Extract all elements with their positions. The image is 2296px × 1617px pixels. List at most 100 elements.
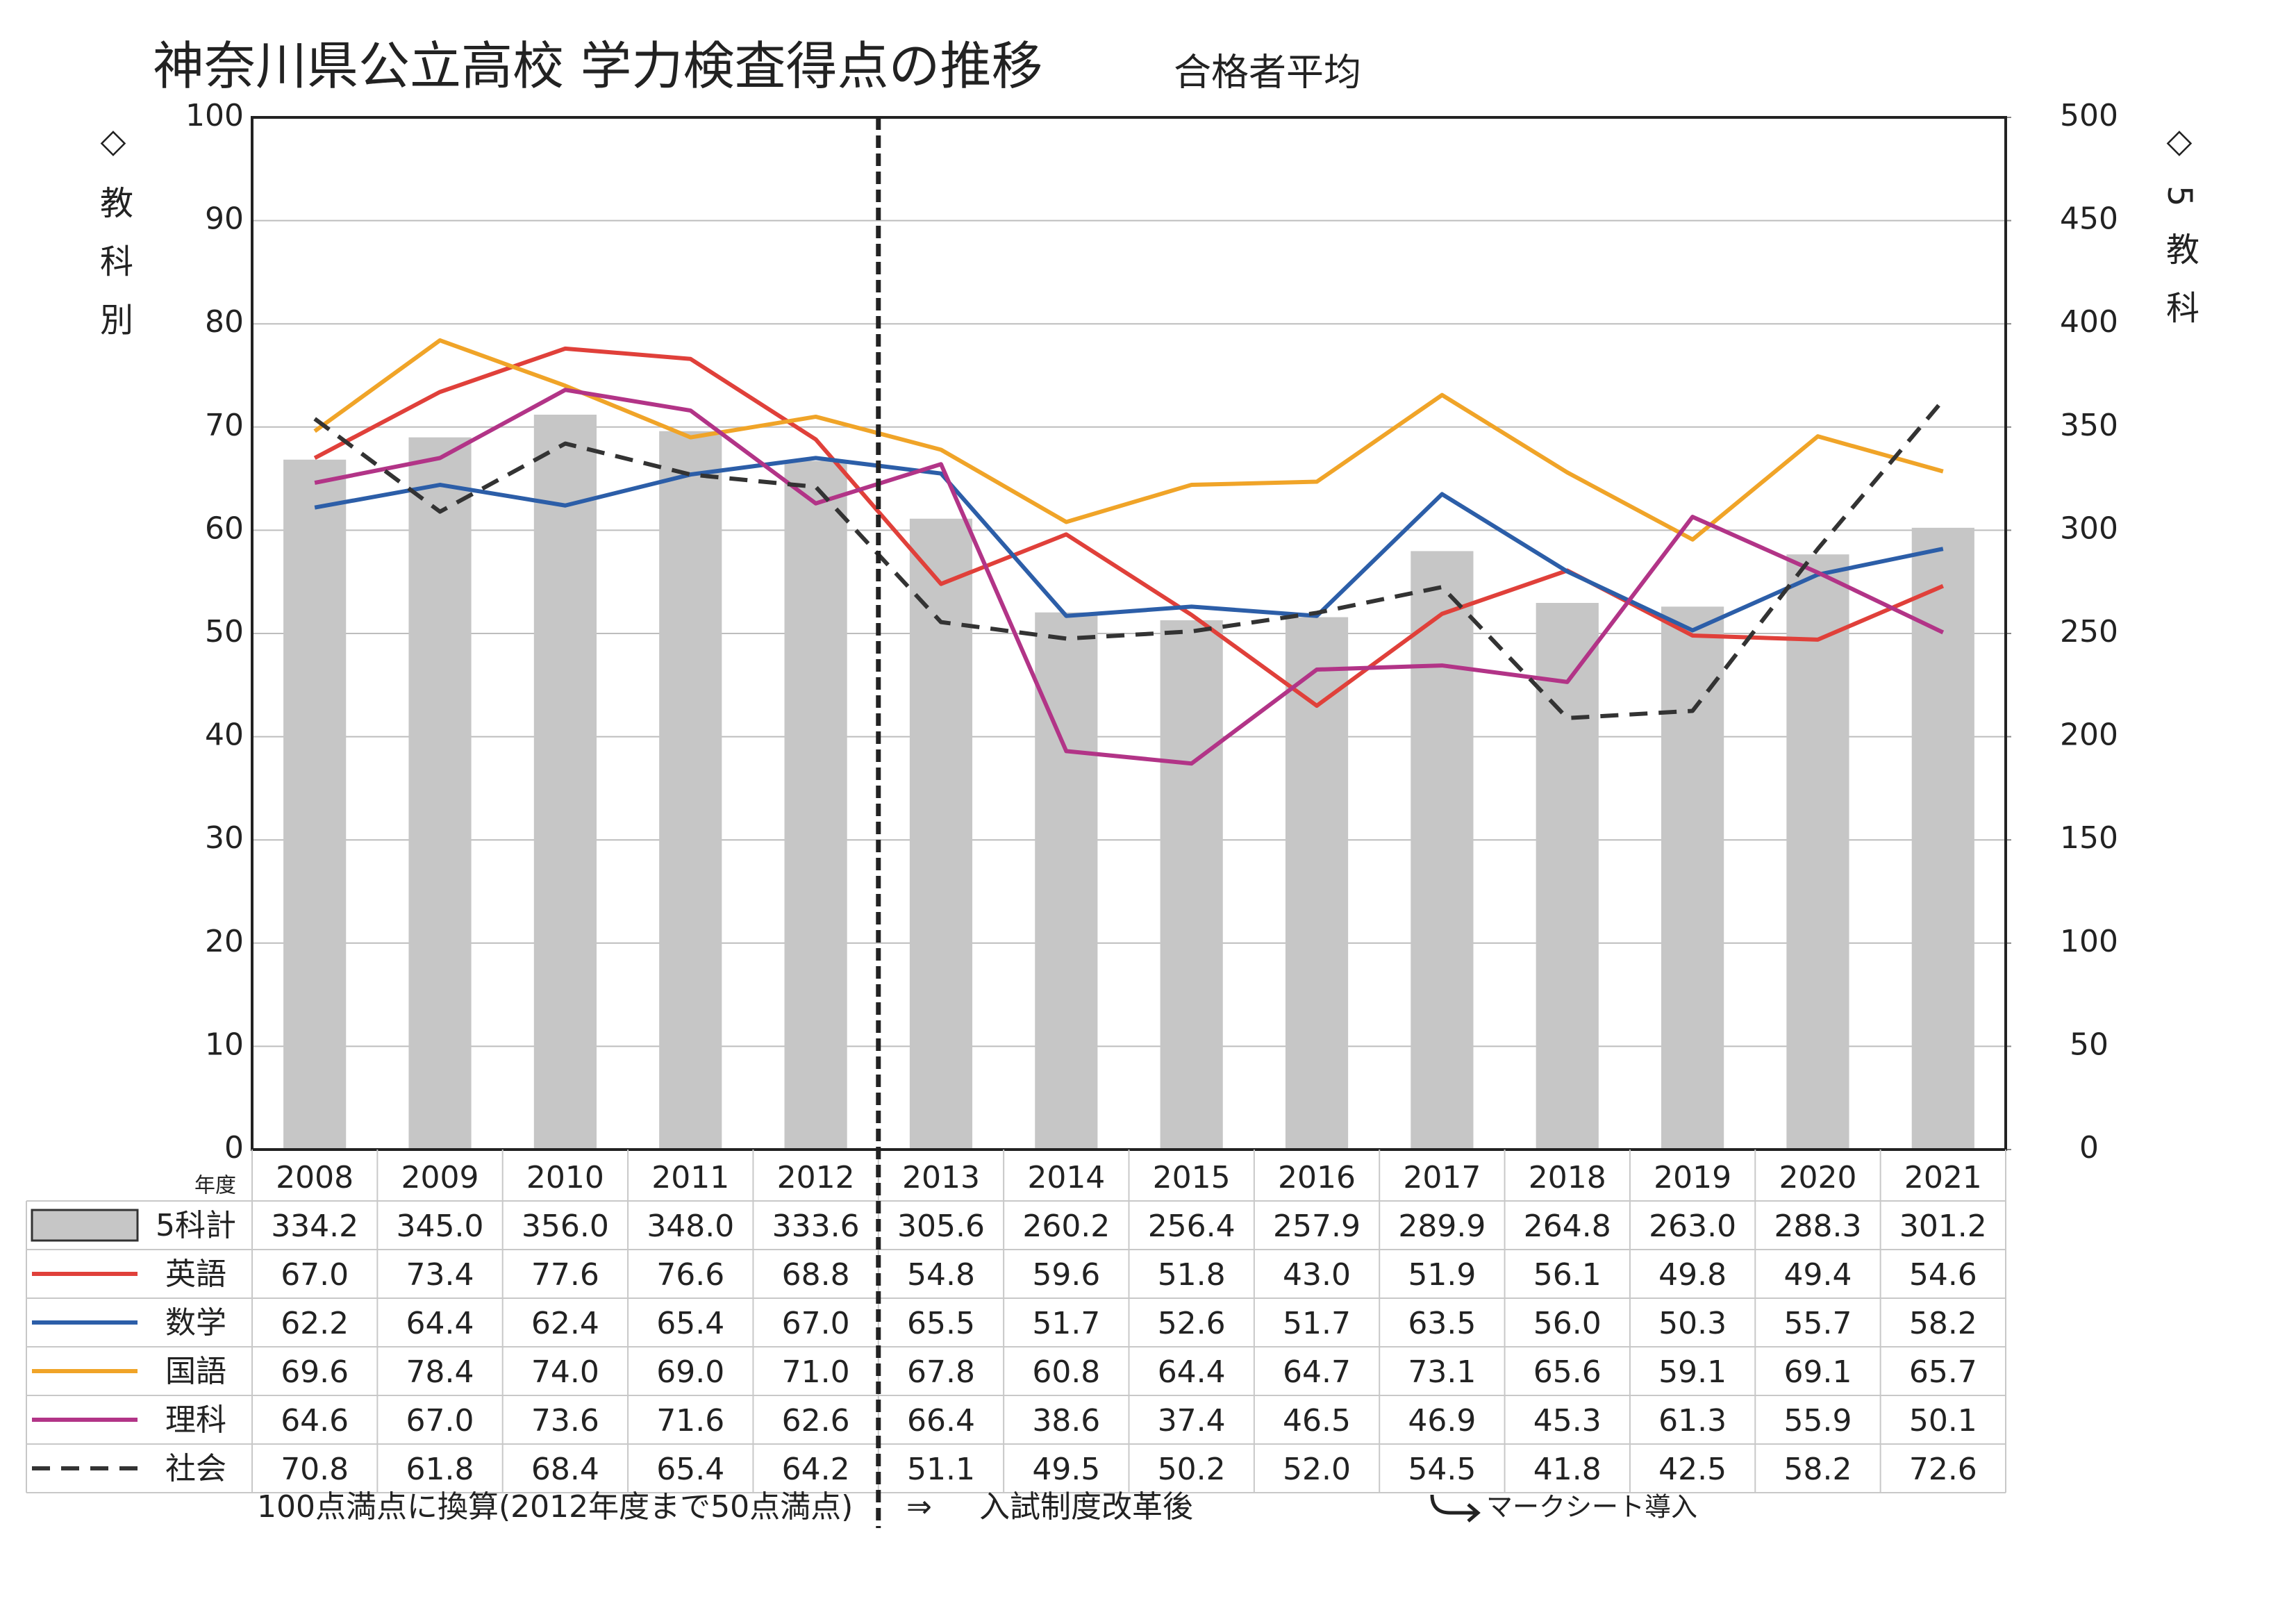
table-value: 345.0	[397, 1209, 484, 1244]
table-value: 73.4	[406, 1257, 474, 1293]
x-tick-label: 2019	[1654, 1160, 1731, 1195]
table-value: 43.0	[1283, 1257, 1351, 1293]
table-value: 63.5	[1408, 1306, 1476, 1341]
bar	[1661, 606, 1724, 1150]
table-value: 51.7	[1283, 1306, 1351, 1341]
bar	[1536, 603, 1599, 1150]
table-value: 54.6	[1909, 1257, 1977, 1293]
x-tick-label: 2014	[1027, 1160, 1105, 1195]
table-value: 67.0	[281, 1257, 349, 1293]
table-value: 51.1	[907, 1452, 975, 1487]
table-value: 67.0	[406, 1403, 474, 1438]
x-tick-label: 2012	[777, 1160, 855, 1195]
legend-swatch	[31, 1209, 139, 1242]
legend-label: 数学	[165, 1305, 226, 1341]
x-tick-label: 2020	[1779, 1160, 1856, 1195]
table-value: 65.4	[656, 1306, 724, 1341]
y-tick-label: 80	[205, 304, 244, 340]
x-tick-label: 2018	[1529, 1160, 1606, 1195]
table-value: 62.4	[531, 1306, 599, 1341]
bar	[1160, 620, 1223, 1150]
table-value: 71.0	[782, 1354, 850, 1390]
table-value: 68.4	[531, 1452, 599, 1487]
x-axis-label: 年度	[194, 1174, 236, 1198]
table-value: 51.7	[1032, 1306, 1100, 1341]
table-value: 51.9	[1408, 1257, 1476, 1293]
table-value: 74.0	[531, 1354, 599, 1390]
table-value: 289.9	[1398, 1209, 1486, 1244]
table-value: 56.1	[1533, 1257, 1602, 1293]
table-value: 73.1	[1408, 1354, 1476, 1390]
table-value: 62.2	[281, 1306, 349, 1341]
table-value: 64.2	[782, 1452, 850, 1487]
y-tick-label: 0	[224, 1130, 244, 1166]
y-tick-label: 100	[185, 98, 244, 133]
legend-label: 社会	[165, 1451, 226, 1486]
table-value: 263.0	[1649, 1209, 1736, 1244]
table-value: 64.4	[406, 1306, 474, 1341]
bar	[659, 431, 722, 1150]
table-value: 55.9	[1783, 1403, 1852, 1438]
legend-label: 5科計	[156, 1208, 236, 1243]
table-value: 60.8	[1032, 1354, 1100, 1390]
table-value: 54.5	[1408, 1452, 1476, 1487]
y2-tick-label: 50	[2070, 1027, 2108, 1062]
x-tick-label: 2010	[526, 1160, 604, 1195]
table-value: 333.6	[772, 1209, 860, 1244]
table-value: 73.6	[531, 1403, 599, 1438]
table-value: 49.4	[1783, 1257, 1852, 1293]
legend-label: 国語	[165, 1354, 226, 1389]
y-tick-label: 70	[205, 408, 244, 443]
table-value: 65.6	[1533, 1354, 1602, 1390]
y-tick-label: 50	[205, 614, 244, 649]
bar	[533, 414, 597, 1150]
x-tick-label: 2013	[902, 1160, 980, 1195]
table-value: 264.8	[1524, 1209, 1611, 1244]
table-value: 52.0	[1283, 1452, 1351, 1487]
table-value: 78.4	[406, 1354, 474, 1390]
table-value: 46.9	[1408, 1403, 1476, 1438]
y-axis-label: ◇教科別	[94, 122, 133, 360]
table-value: 61.8	[406, 1452, 474, 1487]
x-tick-label: 2009	[401, 1160, 479, 1195]
table-value: 37.4	[1158, 1403, 1226, 1438]
table-value: 49.5	[1032, 1452, 1100, 1487]
y2-tick-label: 250	[2060, 614, 2118, 649]
table-value: 65.7	[1909, 1354, 1977, 1390]
bar	[784, 461, 847, 1150]
y-tick-label: 10	[205, 1027, 244, 1062]
x-tick-label: 2017	[1403, 1160, 1481, 1195]
bar	[1411, 551, 1474, 1150]
chart-subtitle: 合格者平均	[1174, 51, 1361, 94]
table-value: 64.4	[1158, 1354, 1226, 1390]
table-value: 58.2	[1909, 1306, 1977, 1341]
table-value: 65.5	[907, 1306, 975, 1341]
note-arrow	[1430, 1494, 1481, 1523]
bar	[1035, 612, 1098, 1150]
table-value: 62.6	[782, 1403, 850, 1438]
table-value: 46.5	[1283, 1403, 1351, 1438]
table-value: 50.2	[1158, 1452, 1226, 1487]
table-value: 72.6	[1909, 1452, 1977, 1487]
table-value: 58.2	[1783, 1452, 1852, 1487]
table-value: 305.6	[897, 1209, 985, 1244]
line	[314, 456, 1944, 633]
bar	[1285, 617, 1349, 1150]
table-value: 59.6	[1032, 1257, 1100, 1293]
x-tick-label: 2011	[651, 1160, 729, 1195]
table-value: 50.3	[1658, 1306, 1727, 1341]
legend-label: 英語	[165, 1257, 226, 1292]
table-value: 54.8	[907, 1257, 975, 1293]
x-tick-label: 2008	[276, 1160, 353, 1195]
table-value: 67.0	[782, 1306, 850, 1341]
note: 100点満点に換算(2012年度まで50点満点)	[257, 1489, 853, 1525]
table-value: 69.0	[656, 1354, 724, 1390]
table-value: 348.0	[647, 1209, 734, 1244]
table-value: 68.8	[782, 1257, 850, 1293]
note: マークシート導入	[1486, 1492, 1697, 1523]
table-value: 256.4	[1148, 1209, 1236, 1244]
bar	[909, 518, 973, 1150]
table-value: 52.6	[1158, 1306, 1226, 1341]
table-value: 50.1	[1909, 1403, 1977, 1438]
